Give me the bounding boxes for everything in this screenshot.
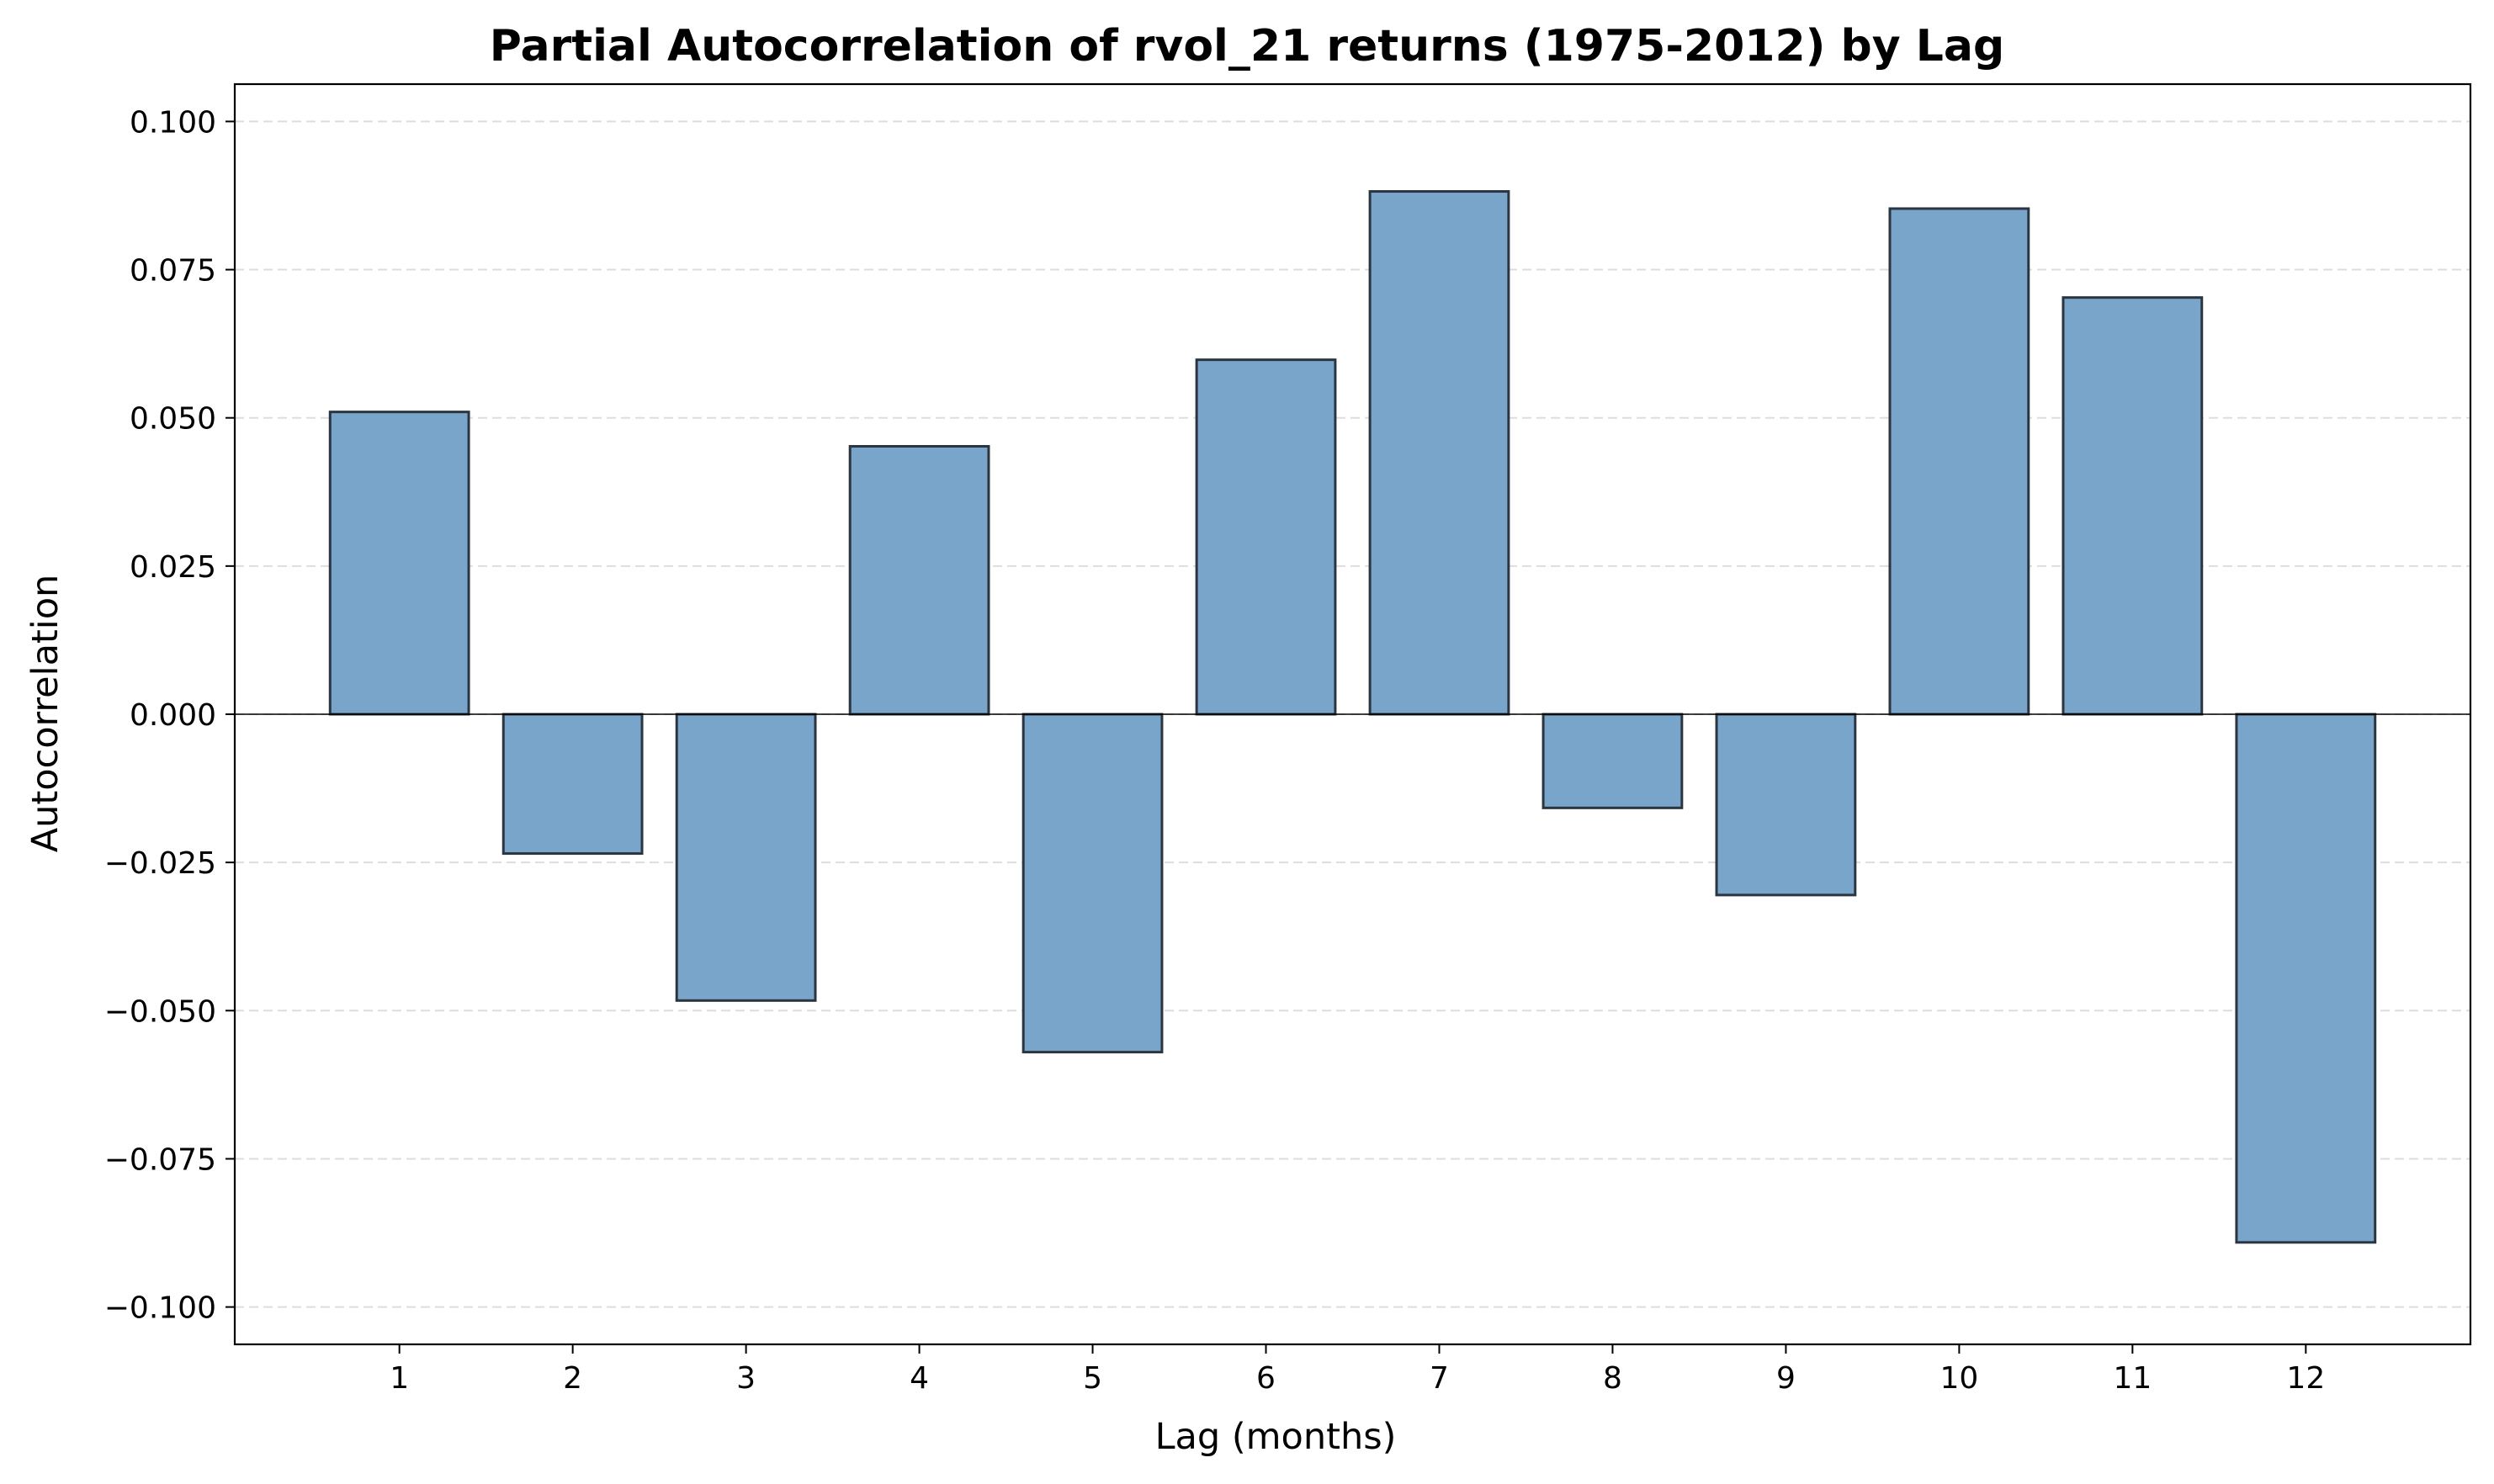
y-tick-label: 0.000 xyxy=(130,698,216,733)
x-tick-label: 1 xyxy=(390,1361,409,1396)
axis-layer: −0.100 −0.075 −0.050 −0.025 0.000 0.025 0.050 0… xyxy=(104,105,2325,1396)
x-tick-label: 12 xyxy=(2286,1361,2325,1396)
bar-lag-1 xyxy=(328,411,470,716)
x-tick-label: 7 xyxy=(1430,1361,1449,1396)
x-tick-label: 6 xyxy=(1256,1361,1276,1396)
x-tick-label: 2 xyxy=(563,1361,582,1396)
y-axis-label: Autocorrelation xyxy=(24,575,66,853)
bar-lag-10 xyxy=(1888,207,2030,716)
y-tick-label: −0.100 xyxy=(104,1291,216,1326)
bar-lag-4 xyxy=(848,445,990,716)
bar-lag-5 xyxy=(1021,713,1164,1054)
bar-lag-7 xyxy=(1368,190,1510,716)
bar-lag-12 xyxy=(2235,713,2377,1244)
bar-lag-9 xyxy=(1715,713,1857,897)
y-tick-label: 0.050 xyxy=(130,402,216,437)
y-tick-label: 0.075 xyxy=(130,254,216,289)
y-tick-label: −0.050 xyxy=(104,994,216,1029)
y-tick-label: 0.100 xyxy=(130,105,216,140)
x-tick-label: 11 xyxy=(2113,1361,2152,1396)
x-tick-label: 9 xyxy=(1776,1361,1796,1396)
y-tick-label: −0.075 xyxy=(104,1142,216,1177)
x-tick-label: 5 xyxy=(1083,1361,1102,1396)
bar-lag-8 xyxy=(1542,713,1684,809)
bar-lag-6 xyxy=(1195,358,1337,716)
x-tick-label: 10 xyxy=(1939,1361,1978,1396)
x-tick-label: 3 xyxy=(736,1361,756,1396)
y-tick-label: 0.025 xyxy=(130,550,216,585)
bar-lag-11 xyxy=(2062,296,2204,716)
bar-lag-2 xyxy=(501,713,644,856)
chart-title: Partial Autocorrelation of rvol_21 retur… xyxy=(490,21,2004,72)
y-tick-label: −0.025 xyxy=(104,846,216,881)
bar-lag-3 xyxy=(675,713,817,1002)
x-tick-label: 4 xyxy=(910,1361,929,1396)
bar-layer xyxy=(328,190,2377,1244)
x-tick-label: 8 xyxy=(1603,1361,1622,1396)
plot-frame xyxy=(233,82,2472,1346)
x-axis-label: Lag (months) xyxy=(1155,1416,1397,1458)
